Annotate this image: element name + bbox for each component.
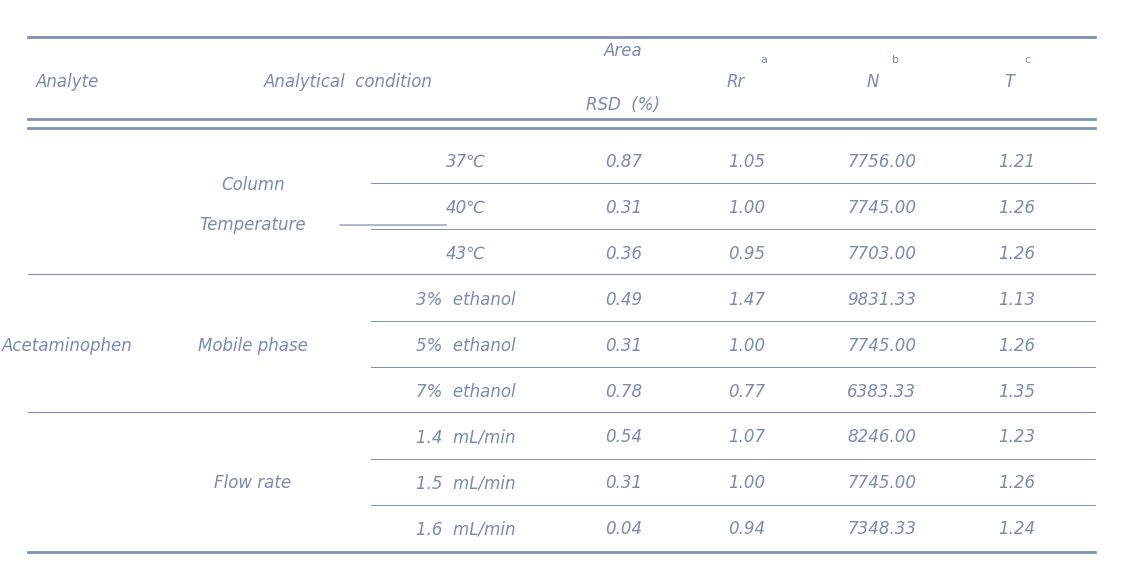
Text: 0.36: 0.36 <box>604 245 642 263</box>
Text: 0.95: 0.95 <box>728 245 766 263</box>
Text: 7756.00: 7756.00 <box>847 153 916 171</box>
Text: Area: Area <box>604 42 642 60</box>
Text: T: T <box>1004 73 1015 91</box>
Text: 1.00: 1.00 <box>728 199 766 217</box>
Text: 0.54: 0.54 <box>604 428 642 446</box>
Text: c: c <box>1024 55 1031 65</box>
Text: 0.87: 0.87 <box>604 153 642 171</box>
Text: N: N <box>866 73 879 91</box>
Text: Temperature: Temperature <box>200 216 305 234</box>
Text: 1.07: 1.07 <box>728 428 766 446</box>
Text: 1.26: 1.26 <box>997 199 1035 217</box>
Text: 6383.33: 6383.33 <box>847 382 916 400</box>
Text: 1.5  mL/min: 1.5 mL/min <box>417 474 515 492</box>
Text: 0.77: 0.77 <box>728 382 766 400</box>
Text: 1.47: 1.47 <box>728 291 766 309</box>
Text: 0.04: 0.04 <box>604 520 642 538</box>
Text: 1.26: 1.26 <box>997 245 1035 263</box>
Text: 9831.33: 9831.33 <box>847 291 916 309</box>
Text: Analyte: Analyte <box>36 73 99 91</box>
Text: 7745.00: 7745.00 <box>847 199 916 217</box>
Text: 1.23: 1.23 <box>997 428 1035 446</box>
Text: 1.00: 1.00 <box>728 474 766 492</box>
Text: Mobile phase: Mobile phase <box>198 337 308 354</box>
Text: 3%  ethanol: 3% ethanol <box>417 291 515 309</box>
Text: 0.31: 0.31 <box>604 337 642 354</box>
Text: 1.00: 1.00 <box>728 337 766 354</box>
Text: 0.49: 0.49 <box>604 291 642 309</box>
Text: 40℃: 40℃ <box>446 199 486 217</box>
Text: 1.35: 1.35 <box>997 382 1035 400</box>
Text: 5%  ethanol: 5% ethanol <box>417 337 515 354</box>
Text: 7745.00: 7745.00 <box>847 474 916 492</box>
Text: 37℃: 37℃ <box>446 153 486 171</box>
Text: 0.31: 0.31 <box>604 474 642 492</box>
Text: Flow rate: Flow rate <box>214 474 291 492</box>
Text: RSD  (%): RSD (%) <box>586 96 660 114</box>
Text: Rr: Rr <box>727 73 745 91</box>
Text: b: b <box>892 55 898 65</box>
Text: 7703.00: 7703.00 <box>847 245 916 263</box>
Text: 0.78: 0.78 <box>604 382 642 400</box>
Text: 1.24: 1.24 <box>997 520 1035 538</box>
Text: 1.26: 1.26 <box>997 474 1035 492</box>
Text: 0.94: 0.94 <box>728 520 766 538</box>
Text: 7745.00: 7745.00 <box>847 337 916 354</box>
Text: 8246.00: 8246.00 <box>847 428 916 446</box>
Text: Column: Column <box>221 176 284 194</box>
Text: 0.31: 0.31 <box>604 199 642 217</box>
Text: 1.6  mL/min: 1.6 mL/min <box>417 520 515 538</box>
Text: 1.26: 1.26 <box>997 337 1035 354</box>
Text: 1.21: 1.21 <box>997 153 1035 171</box>
Text: 1.13: 1.13 <box>997 291 1035 309</box>
Text: Analytical  condition: Analytical condition <box>264 73 432 91</box>
Text: 1.05: 1.05 <box>728 153 766 171</box>
Text: 43℃: 43℃ <box>446 245 486 263</box>
Text: 7%  ethanol: 7% ethanol <box>417 382 515 400</box>
Text: a: a <box>760 55 767 65</box>
Text: Acetaminophen: Acetaminophen <box>2 337 133 354</box>
Text: 7348.33: 7348.33 <box>847 520 916 538</box>
Text: 1.4  mL/min: 1.4 mL/min <box>417 428 515 446</box>
